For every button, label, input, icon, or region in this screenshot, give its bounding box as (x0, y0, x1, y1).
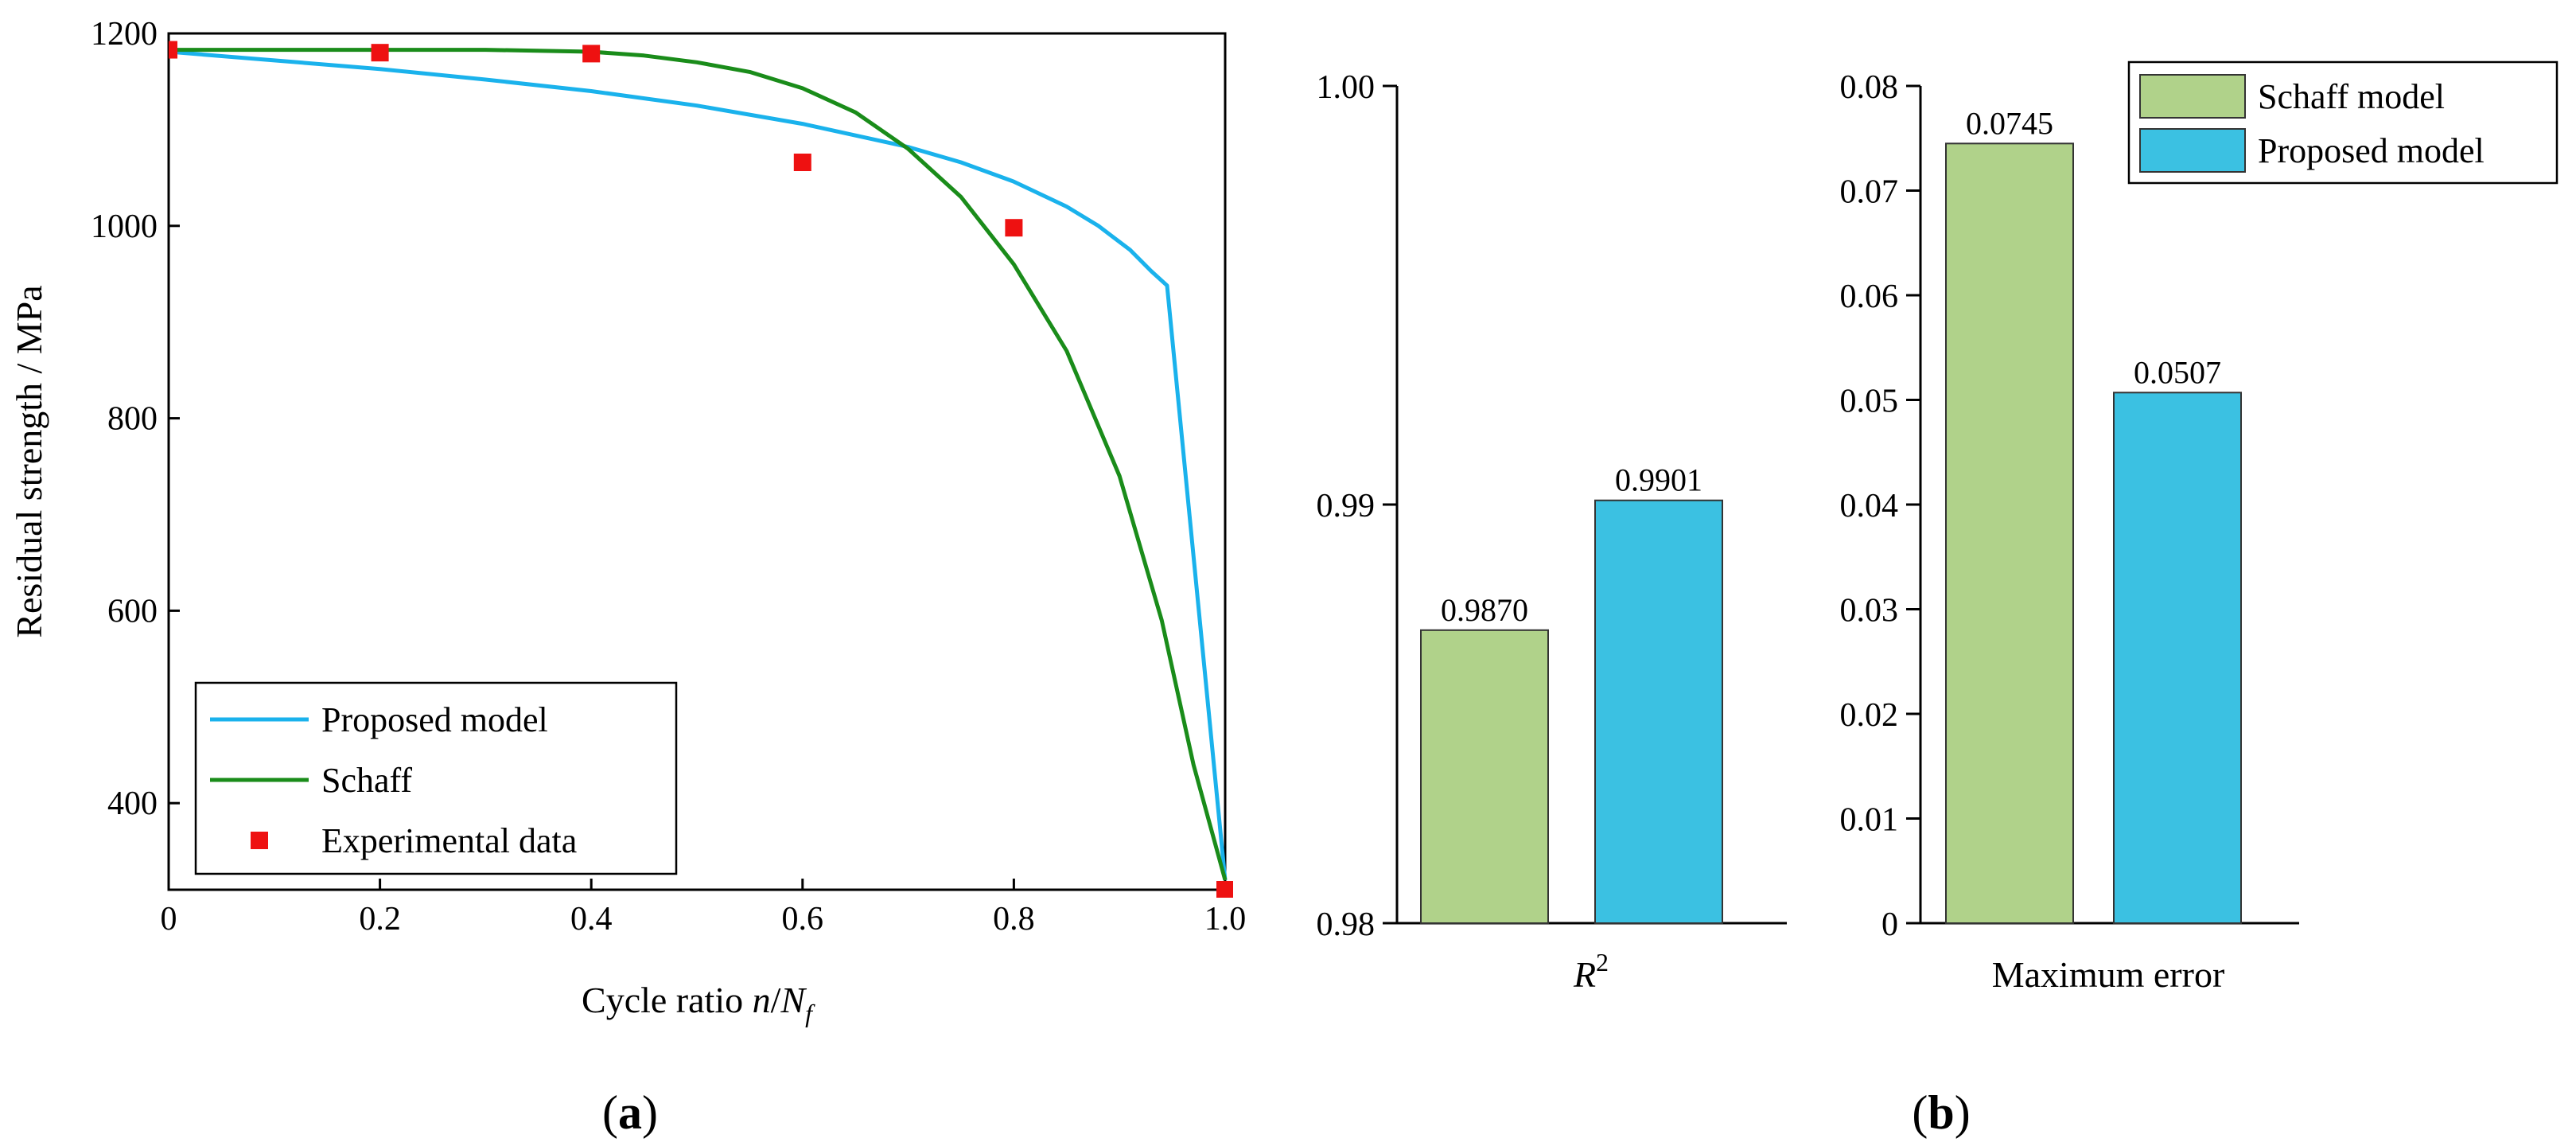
bar-proposed-model (1594, 499, 1723, 924)
series-line-schaff (169, 48, 1228, 881)
x-axis-label: R2 (1573, 948, 1609, 995)
y-tick-label: 800 (107, 401, 158, 438)
legend-swatch-proposed-model (2139, 128, 2246, 173)
y-tick-label: 0.98 (1317, 906, 1376, 943)
bar-value-label-schaff-model: 0.0745 (1966, 105, 2053, 141)
y-tick-label: 600 (107, 593, 158, 630)
legend-label-schaff: Schaff (321, 761, 412, 800)
bar-schaff-model (1420, 629, 1549, 924)
legend-swatch-schaff-model (2139, 74, 2246, 119)
y-axis-label: Residual strength / MPa (9, 285, 49, 637)
y-tick-label: 0.02 (1840, 697, 1899, 734)
bar-value-label-proposed-model: 0.9901 (1615, 462, 1702, 498)
y-tick-label: 0.01 (1840, 802, 1899, 839)
y-tick-label: 0.08 (1840, 69, 1899, 106)
x-tick-label: 0.4 (570, 901, 613, 937)
data-point-experimental (793, 154, 811, 172)
y-tick-label: 0.06 (1840, 279, 1899, 315)
legend-label-schaff-model: Schaff model (2258, 77, 2445, 116)
x-tick-label: 1.0 (1204, 901, 1247, 937)
bar-proposed-model (2113, 392, 2242, 925)
series-line-proposed-model (169, 49, 1228, 881)
panel-label-b: (b) (1912, 1086, 1970, 1139)
x-axis-label: Maximum error (1992, 954, 2225, 995)
y-tick-label: 1000 (91, 209, 158, 245)
x-tick-label: 0.8 (993, 901, 1035, 937)
legend-label-experimental-data: Experimental data (321, 821, 577, 860)
plot-frame (167, 32, 1227, 891)
y-tick-label: 0.99 (1317, 488, 1376, 524)
data-point-experimental (371, 44, 389, 62)
data-point-experimental (1216, 881, 1233, 898)
y-tick-label: 1.00 (1317, 69, 1376, 106)
bar-value-label-proposed-model: 0.0507 (2134, 354, 2221, 390)
legend-label-proposed-model: Proposed model (321, 700, 548, 739)
y-tick-label: 0 (1881, 906, 1898, 943)
x-axis-label: Cycle ratio n/Nf (582, 980, 815, 1027)
bar-schaff-model (1945, 142, 2074, 924)
y-tick-label: 1200 (91, 16, 158, 53)
legend-label-proposed-model: Proposed model (2258, 131, 2485, 170)
legend-swatch-experimental-data (251, 832, 268, 849)
chart-b-maximum-error: 0 0.01 0.02 0.03 0.04 0.05 0.06 0.07 0.08 0.0745 0… (1840, 60, 2558, 995)
data-point-experimental (1005, 219, 1023, 237)
y-tick-label: 400 (107, 785, 158, 822)
x-tick-label: 0.2 (359, 901, 401, 937)
chart-b-r-squared: 0.98 0.99 1.00 0.9870 0.9901 R2 (1317, 69, 1787, 995)
data-point-experimental (169, 41, 177, 59)
data-point-experimental (582, 45, 601, 63)
bar-value-label-schaff-model: 0.9870 (1441, 592, 1528, 628)
panel-label-a: (a) (602, 1086, 658, 1139)
y-tick-label: 0.03 (1840, 593, 1899, 630)
x-tick-label: 0 (161, 901, 177, 937)
x-tick-label: 0.6 (782, 901, 824, 937)
y-tick-label: 0.05 (1840, 384, 1899, 420)
y-tick-label: 0.04 (1840, 488, 1899, 524)
y-tick-label: 0.07 (1840, 174, 1899, 211)
chart-a-residual-strength: 0 0.2 0.4 0.6 0.8 1.0 400 600 800 1000 1200 Cycle r… (9, 16, 1246, 1027)
